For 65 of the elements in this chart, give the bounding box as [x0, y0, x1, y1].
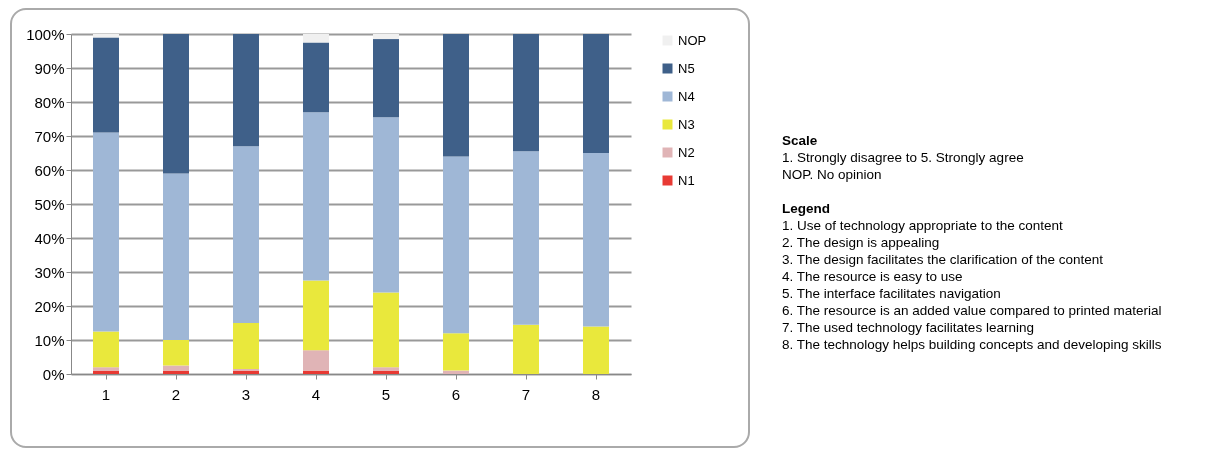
y-tick-label: 80%: [34, 93, 65, 111]
text: 4. The resource is easy to use: [782, 268, 964, 285]
bar: [163, 340, 189, 366]
bar: [303, 280, 329, 351]
bar: [303, 112, 329, 281]
text: NOP. No opinion: [782, 166, 883, 183]
text: Scale: [782, 132, 819, 149]
bar: [513, 34, 539, 152]
bar: [373, 292, 399, 368]
text: 1. Use of technology appropriate to the content: [782, 217, 1064, 234]
bar: [93, 37, 119, 133]
bar: [583, 34, 609, 153]
bar: [233, 323, 259, 369]
y-tick-label: 60%: [34, 161, 65, 179]
x-tick-label: 6: [451, 385, 461, 403]
bar: [93, 331, 119, 368]
x-tick-label: 8: [591, 385, 601, 403]
text: 1. Strongly disagree to 5. Strongly agree: [782, 149, 1025, 166]
bar: [163, 173, 189, 340]
bar: [583, 153, 609, 327]
bar: [93, 132, 119, 332]
y-tick-label: 20%: [34, 297, 65, 315]
legend-label: N2: [678, 144, 695, 160]
legend-label: N4: [678, 88, 695, 104]
x-tick-label: 4: [311, 385, 321, 403]
bar: [513, 151, 539, 325]
legend-label: NOP: [678, 32, 707, 48]
bar: [163, 34, 189, 174]
bar: [303, 350, 329, 371]
bar: [163, 365, 189, 371]
text: Legend: [782, 200, 831, 217]
bar: [443, 156, 469, 334]
bar: [513, 324, 539, 374]
bar: [583, 326, 609, 374]
y-tick-label: 30%: [34, 263, 65, 281]
bar: [373, 117, 399, 293]
text: 8. The technology helps building concepts and developing skills: [782, 336, 1163, 353]
bar: [443, 34, 469, 157]
text: 2. The design is appealing: [782, 234, 941, 251]
y-tick-label: 40%: [34, 229, 65, 247]
text: 5. The interface facilitates navigation: [782, 285, 1002, 302]
legend-label: N3: [678, 116, 695, 132]
legend-label: N5: [678, 60, 695, 76]
y-tick-label: 50%: [34, 195, 65, 213]
bar: [373, 34, 399, 40]
y-tick-label: 10%: [34, 331, 65, 349]
bar: [233, 146, 259, 323]
x-tick-label: 5: [381, 385, 391, 403]
legend-label: N1: [678, 172, 695, 188]
text: 6. The resource is an added value compared to printed material: [782, 302, 1163, 319]
y-tick-label: 90%: [34, 59, 65, 77]
x-tick-label: 1: [101, 385, 111, 403]
text: 3. The design facilitates the clarification of the content: [782, 251, 1104, 268]
text: 7. The used technology facilitates learning: [782, 319, 1035, 336]
bar: [303, 34, 329, 43]
x-tick-label: 3: [241, 385, 251, 403]
y-tick-label: 0%: [42, 365, 65, 383]
y-tick-label: 70%: [34, 127, 65, 145]
bar: [233, 34, 259, 147]
x-tick-label: 2: [171, 385, 181, 403]
bar: [373, 39, 399, 118]
x-tick-label: 7: [521, 385, 531, 403]
bar: [443, 333, 469, 371]
bar: [303, 42, 329, 113]
y-tick-label: 100%: [26, 25, 65, 43]
